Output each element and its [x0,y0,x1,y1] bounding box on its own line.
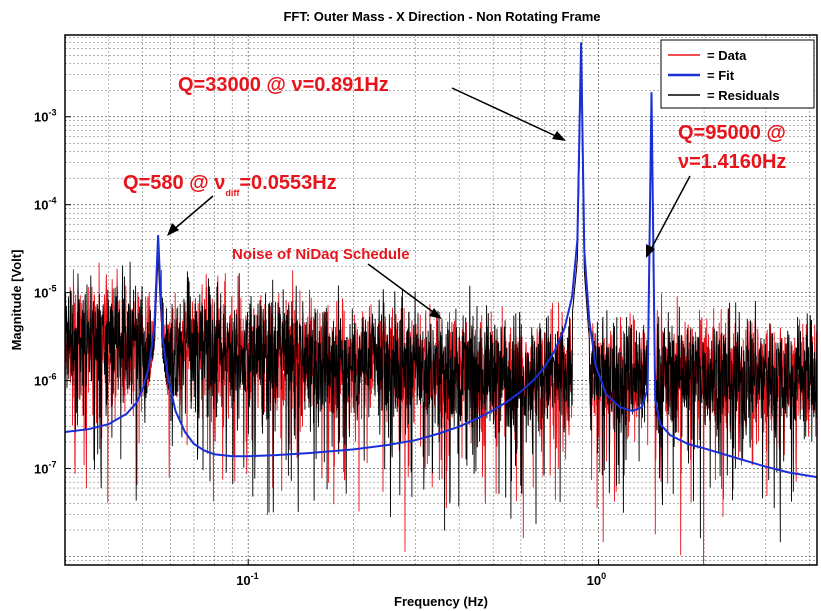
annotation-arrows [167,87,691,319]
annotation-q-33000: Q=33000 @ ν=0.891Hz [178,74,389,96]
arrow-q-580 [171,195,214,232]
traces [64,42,818,565]
legend-label-fit: = Fit [707,68,735,83]
legend-label-data: = Data [707,48,747,63]
arrow-nidaq-noise [367,263,438,316]
y-tick-label: 10-6 [34,372,56,389]
legend: = Data = Fit = Residuals [660,39,815,109]
arrowhead-q-95000 [646,244,655,258]
y-ticks: 10-7 10-6 10-5 10-4 10-3 [34,108,71,477]
arrow-q-33000 [451,87,561,139]
y-tick-label: 10-7 [34,460,56,477]
x-ticks: 10-1 100 [236,559,606,588]
annotation-q-580: Q=580 @ νdiff=0.0553Hz [123,172,337,198]
chart-title: FFT: Outer Mass - X Direction - Non Rota… [283,9,600,24]
plot-frame [64,34,818,566]
x-tick-label: 100 [587,571,606,588]
arrow-q-95000 [649,175,691,252]
annotation-q-95000-line1: Q=95000 @ [678,122,786,144]
arrowhead-nidaq-noise [429,308,442,319]
x-tick-label: 10-1 [236,571,258,588]
y-tick-label: 10-4 [34,196,56,213]
y-axis-label: Magnitude [Volt] [9,250,24,351]
annotation-nidaq-noise: Noise of NiDaq Schedule [232,246,410,263]
arrowhead-q-33000 [552,131,566,141]
arrowhead-q-580 [167,223,179,236]
x-axis-label: Frequency (Hz) [394,594,488,609]
y-tick-label: 10-5 [34,284,56,301]
annotations: Q=33000 @ ν=0.891Hz Q=580 @ νdiff=0.0553… [123,74,786,319]
legend-label-residuals: = Residuals [707,88,780,103]
annotation-q-95000-line2: ν=1.4160Hz [678,151,786,173]
fit-trace [64,42,818,479]
residuals-trace [64,68,818,543]
y-tick-label: 10-3 [34,108,56,125]
